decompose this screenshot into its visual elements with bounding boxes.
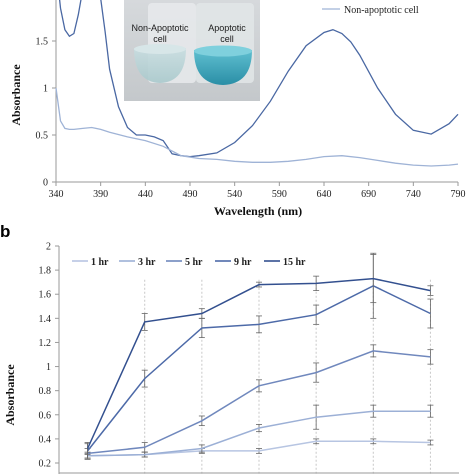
panel-b-letter: b (0, 222, 10, 241)
legend-label-h5: 5 hr (185, 257, 203, 268)
y-tick-label: 1.2 (39, 338, 52, 349)
legend-label-h3: 3 hr (138, 257, 156, 268)
y-tick-label: 0.2 (39, 459, 52, 470)
x-tick-label: 690 (361, 189, 376, 200)
vial-label-apoptotic-line1: Apoptotic (208, 23, 246, 33)
panel-a-x-axis-label: Wavelength (nm) (214, 204, 302, 218)
x-tick-label: 790 (451, 189, 466, 200)
y-tick-label: 0.5 (36, 131, 49, 142)
panel-b-y-ticks: 0.2 0.4 0.6 0.8 1 1.2 1.4 1.6 1.8 2 (39, 242, 59, 470)
x-tick-label: 390 (93, 189, 108, 200)
legend-label-h15: 15 hr (283, 257, 306, 268)
x-tick-label: 490 (183, 189, 198, 200)
legend-label-h1: 1 hr (91, 257, 109, 268)
legend-label-h9: 9 hr (234, 257, 252, 268)
y-tick-label: 0.6 (39, 410, 52, 421)
y-tick-label: 1.6 (39, 290, 52, 301)
y-tick-label: 2 (46, 242, 51, 253)
y-tick-label: 1.5 (36, 37, 49, 48)
panel-b-legend: 1 hr 3 hr 5 hr 9 hr 15 hr (72, 257, 306, 268)
y-tick-label: 1 (46, 362, 51, 373)
vial-label-nonapoptotic-line1: Non-Apoptotic (131, 23, 189, 33)
series-nonapoptotic-line (55, 87, 459, 167)
panel-a-legend: Non-apoptotic cell (322, 5, 419, 16)
legend-nonapoptotic-label: Non-apoptotic cell (344, 5, 419, 16)
x-tick-label: 640 (317, 189, 332, 200)
series-line (87, 350, 431, 455)
x-tick-label: 340 (49, 189, 64, 200)
vial-label-apoptotic-line2: cell (220, 34, 234, 44)
series-line (86, 277, 431, 449)
x-tick-label: 740 (406, 189, 421, 200)
y-tick-label: 1 (43, 84, 48, 95)
x-tick-label: 590 (272, 189, 287, 200)
panel-a-plot-area (55, 0, 459, 167)
panel-b-series (84, 252, 434, 460)
series-h3 (84, 404, 434, 460)
y-tick-label: 0 (43, 178, 48, 189)
panel-a-x-ticks: 340 390 440 490 540 590 640 690 740 790 (49, 182, 466, 200)
series-h15 (84, 254, 434, 455)
panel-a-y-axis-label: Absorbance (9, 64, 23, 126)
x-tick-label: 540 (227, 189, 242, 200)
vial-label-nonapoptotic-line2: cell (153, 34, 167, 44)
series-apoptotic-line (58, 0, 459, 158)
y-tick-label: 1.4 (39, 314, 52, 325)
panel-b-y-axis-label: Absorbance (3, 364, 17, 426)
panel-b-grid (144, 279, 431, 474)
panel-a-spectrum: 00.511.5 340 390 440 490 540 590 640 690 740 790 … (9, 0, 466, 218)
y-tick-label: 0.4 (39, 434, 52, 445)
y-tick-label: 0.8 (39, 386, 52, 397)
vial-photo-inset: Non-Apoptotic cell Apoptotic cell (124, 0, 260, 101)
x-tick-label: 440 (138, 189, 153, 200)
y-tick-label: 1.8 (39, 266, 52, 277)
panel-a-y-ticks: 0 0.5 1 1.5 (36, 37, 56, 189)
series-line (87, 410, 431, 457)
panel-b-time-course: b 0.2 0.4 0.6 0.8 1 1.2 1.4 1.6 1.8 2 1 hr 3 hr 5 h… (0, 222, 459, 474)
